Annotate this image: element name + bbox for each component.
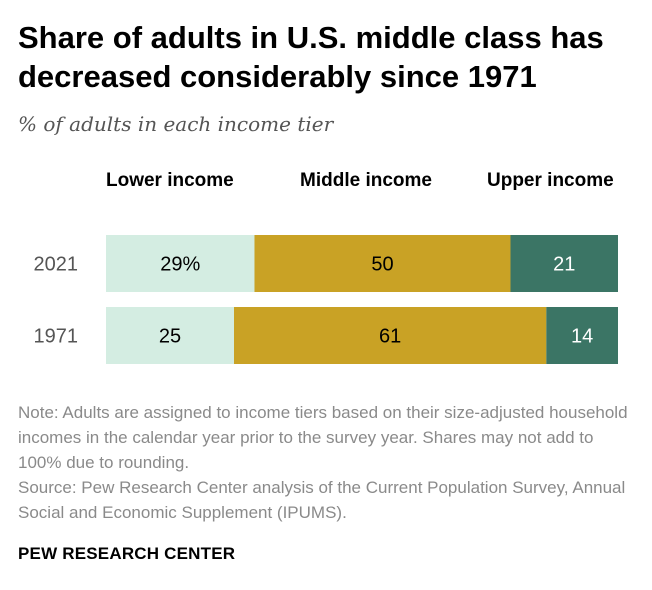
- bar-1971-middle: [234, 307, 547, 364]
- bar-1971-lower: [106, 307, 234, 364]
- bar-2021-middle: [254, 235, 511, 292]
- bar-2021-lower: [106, 235, 255, 292]
- note-text: Note: Adults are assigned to income tier…: [18, 403, 628, 472]
- pew-logo-text: PEW RESEARCH CENTER: [18, 544, 236, 563]
- bar-label-2021-middle: 50: [371, 254, 393, 276]
- bar-label-2021-lower: 29%: [160, 254, 200, 276]
- year-label-1971: 1971: [34, 326, 79, 348]
- chart-subtitle: % of adults in each income tier: [18, 112, 334, 136]
- bar-label-1971-lower: 25: [159, 326, 181, 348]
- bar-label-1971-middle: 61: [379, 326, 401, 348]
- legend-lower-income: Lower income: [106, 170, 234, 191]
- source-text: Source: Pew Research Center analysis of …: [18, 478, 626, 522]
- bar-label-1971-upper: 14: [571, 326, 593, 348]
- stacked-bar-chart: 2021 29% 50 21 1971 25 61 14: [34, 235, 618, 364]
- bar-label-2021-upper: 21: [553, 254, 575, 276]
- bar-2021-upper: [510, 235, 618, 292]
- chart-notes: Note: Adults are assigned to income tier…: [18, 400, 638, 525]
- legend-middle-income: Middle income: [300, 170, 432, 191]
- legend-upper-income: Upper income: [487, 170, 614, 191]
- bar-1971-upper: [546, 307, 618, 364]
- year-label-2021: 2021: [34, 254, 79, 276]
- chart-title: Share of adults in U.S. middle class has…: [18, 20, 604, 94]
